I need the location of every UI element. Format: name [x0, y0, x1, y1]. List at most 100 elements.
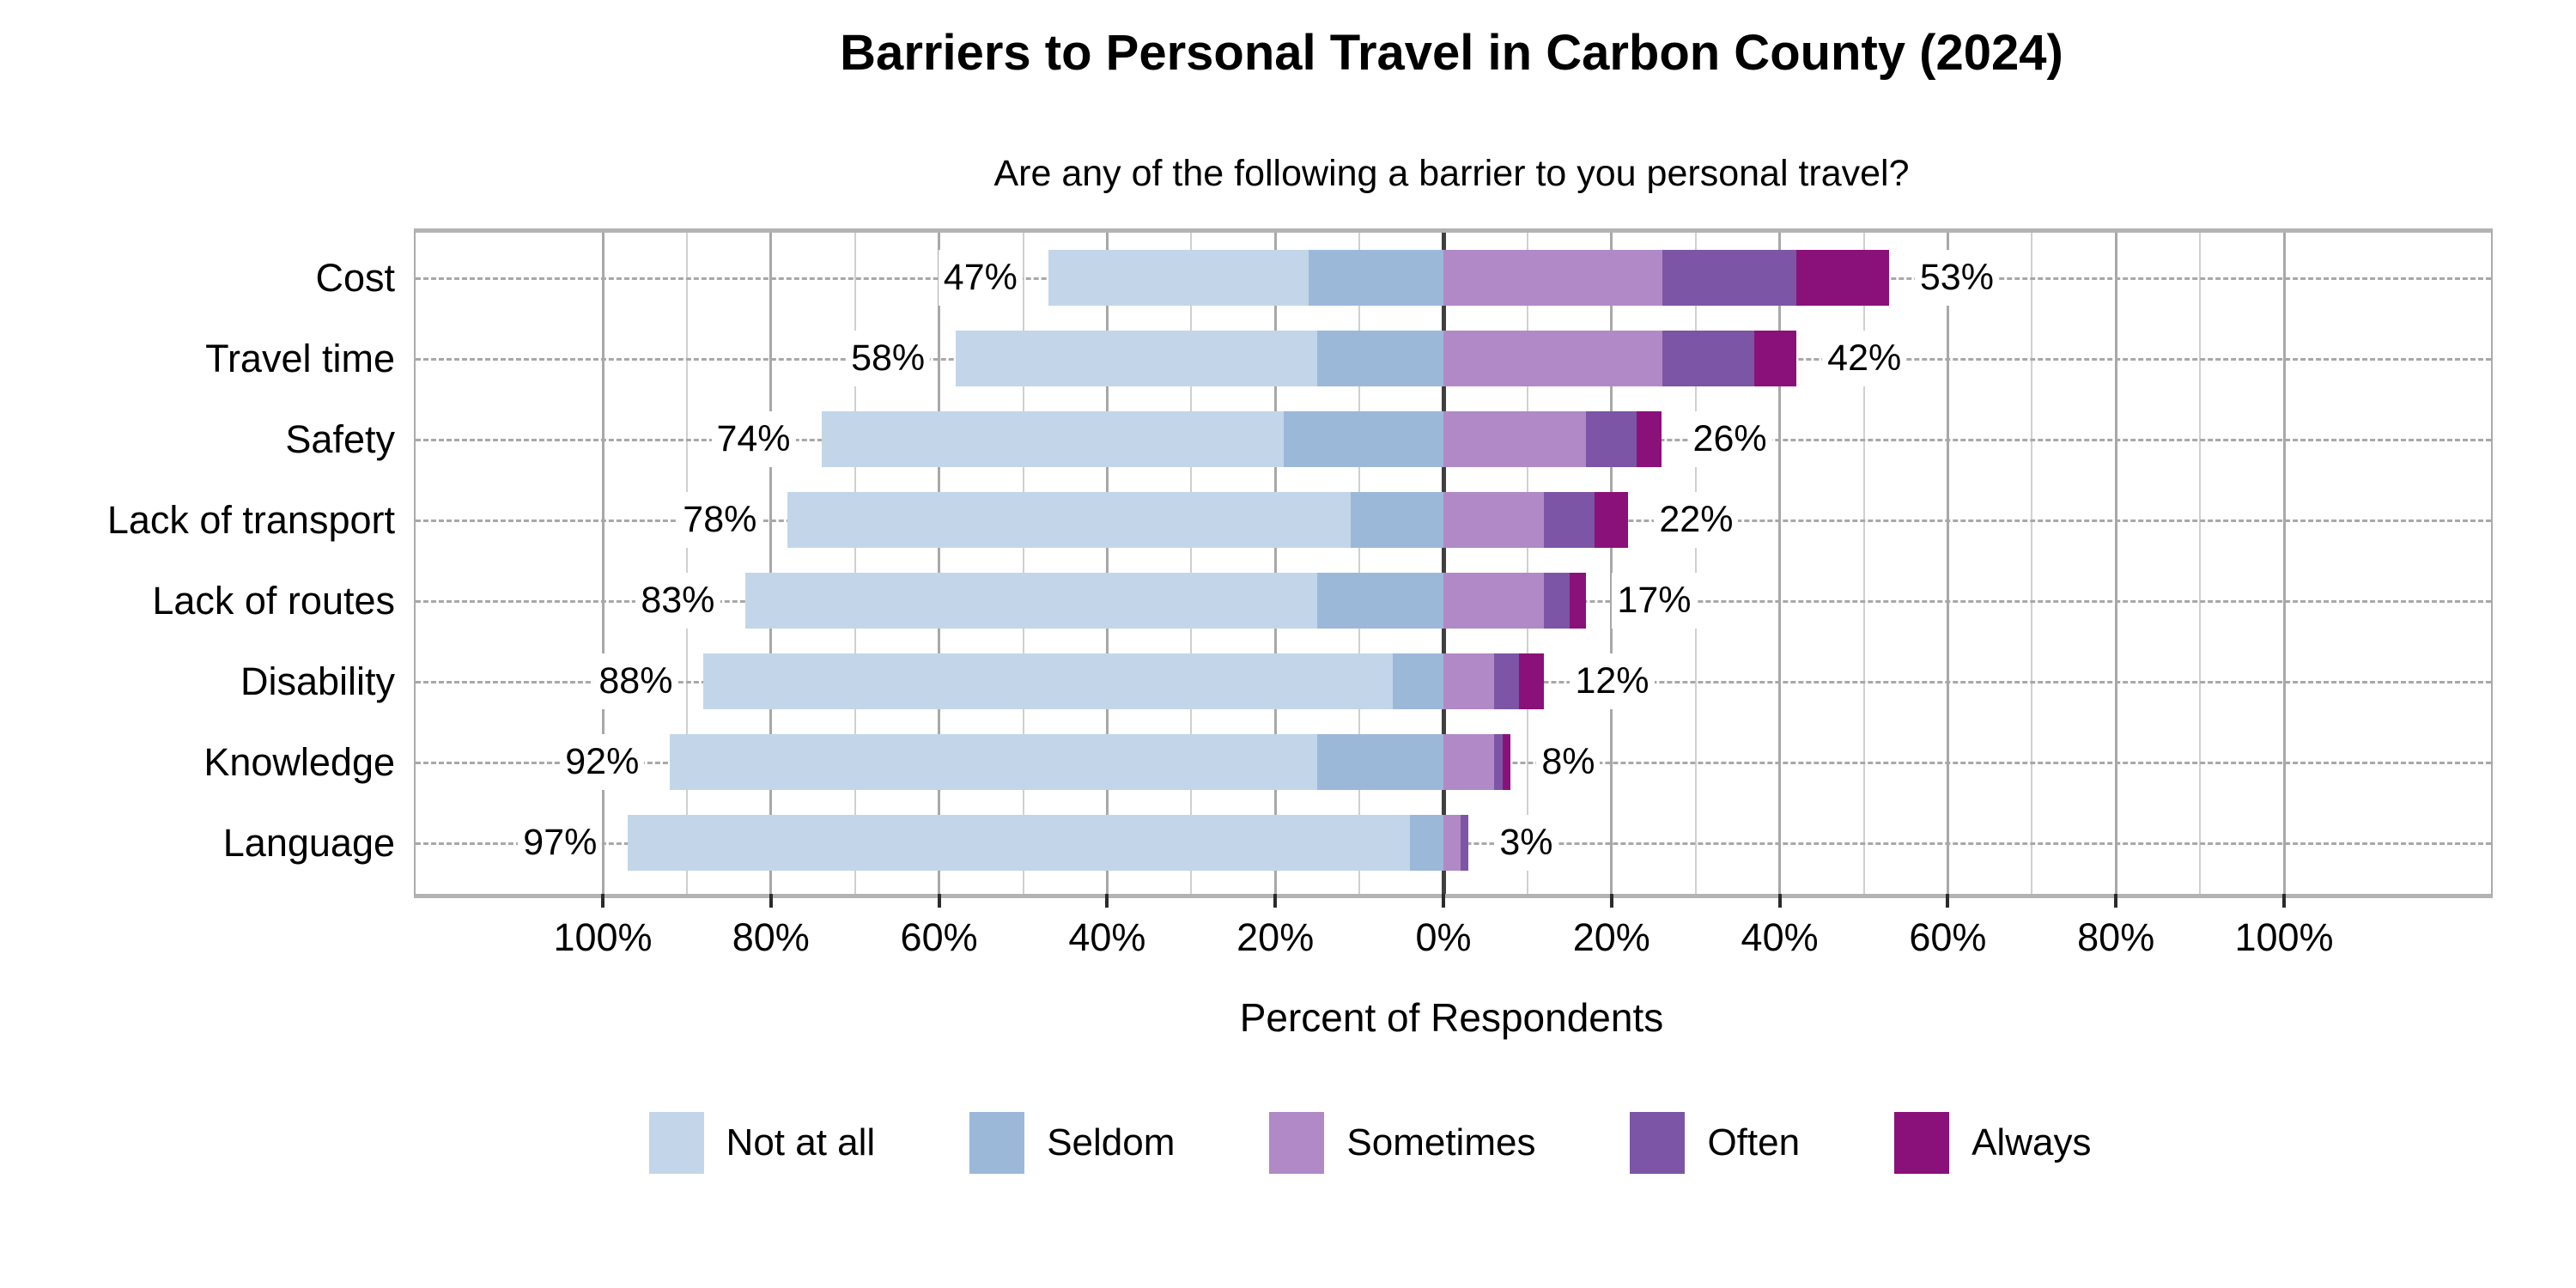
bar-row: 97% 3% [416, 803, 2491, 884]
bar-row: 83% 17% [416, 561, 2491, 641]
gridline [1862, 233, 1865, 894]
x-tick-label: 80% [2077, 915, 2155, 959]
bar-segment-sometimes [1443, 573, 1545, 629]
category-label: Lack of routes [152, 579, 395, 623]
left-total-label: 74% [711, 411, 796, 467]
bar-segment-often [1544, 492, 1595, 548]
bar-segment-not-at-all [670, 734, 1318, 790]
bar-segment-often [1586, 411, 1637, 467]
bar-segment-seldom [1317, 734, 1443, 790]
legend-swatch-often [1630, 1112, 1686, 1174]
bar-segment-often [1662, 331, 1755, 386]
legend-item: Often [1630, 1112, 1800, 1174]
gridline [1526, 233, 1528, 894]
x-tick-mark [601, 894, 605, 908]
gridline [2114, 233, 2117, 894]
legend: Not at all Seldom Sometimes Often Always [332, 1112, 2408, 1174]
legend-swatch-not-at-all [648, 1112, 704, 1174]
legend-label: Seldom [1047, 1121, 1176, 1163]
stacked-bar [1048, 250, 1889, 306]
gridline [1694, 233, 1697, 894]
x-tick-label: 100% [553, 915, 653, 959]
gridline [2031, 233, 2033, 894]
bar-segment-sometimes [1443, 492, 1545, 548]
bar-segment-sometimes [1443, 331, 1662, 386]
bar-segment-seldom [1317, 331, 1443, 386]
legend-item: Sometimes [1269, 1112, 1535, 1174]
gridline [1610, 233, 1613, 894]
bar-row: 88% 12% [416, 641, 2491, 722]
stacked-bar [956, 331, 1797, 386]
category-label: Language [222, 821, 395, 865]
legend-swatch-sometimes [1269, 1112, 1325, 1174]
bar-segment-often [1662, 250, 1797, 306]
bar-segment-sometimes [1443, 411, 1587, 467]
stacked-bar [703, 653, 1545, 709]
bar-segment-always [1637, 411, 1662, 467]
right-total-label: 53% [1914, 250, 1999, 306]
bar-segment-always [1796, 250, 1889, 306]
bar-segment-seldom [1309, 250, 1443, 306]
bar-segment-always [1519, 653, 1545, 709]
gridline [1105, 233, 1109, 894]
legend-label: Always [1971, 1121, 2092, 1163]
bar-segment-often [1493, 653, 1520, 709]
gridline [2199, 233, 2202, 894]
bar-row: 78% 22% [416, 480, 2491, 561]
x-tick-mark [1273, 894, 1278, 908]
bar-segment-not-at-all [628, 815, 1410, 871]
x-tick-label: 20% [1572, 915, 1650, 959]
x-tick-label: 100% [2234, 915, 2334, 959]
gridline [1358, 233, 1361, 894]
legend-label: Sometimes [1346, 1121, 1536, 1163]
legend-item: Always [1894, 1112, 2091, 1174]
x-axis-title: Percent of Respondents [1239, 995, 1664, 1040]
bar-segment-not-at-all [787, 492, 1352, 548]
left-total-label: 97% [518, 815, 603, 871]
category-label: Disability [240, 659, 395, 703]
gridline [1946, 233, 1949, 894]
stacked-bar [670, 734, 1511, 790]
x-tick-mark [769, 894, 773, 908]
bar-segment-sometimes [1443, 250, 1662, 306]
right-total-label: 17% [1612, 573, 1697, 629]
bar-segment-seldom [1393, 653, 1443, 709]
right-total-label: 26% [1687, 411, 1772, 467]
bar-row: 92% 8% [416, 722, 2491, 803]
left-total-label: 92% [560, 734, 645, 790]
bar-segment-seldom [1317, 573, 1443, 629]
right-total-label: 12% [1570, 653, 1655, 709]
left-total-label: 88% [593, 653, 678, 709]
legend-label: Not at all [726, 1121, 876, 1163]
left-total-label: 47% [938, 250, 1023, 306]
bar-segment-not-at-all [703, 653, 1394, 709]
x-tick-label: 60% [1909, 915, 1987, 959]
bar-segment-seldom [1409, 815, 1443, 871]
right-total-label: 8% [1536, 734, 1601, 790]
x-tick-mark [1777, 894, 1782, 908]
x-tick-mark [2282, 894, 2286, 908]
category-label: Travel time [205, 337, 395, 380]
x-tick-mark [2114, 894, 2118, 908]
gridline [685, 233, 688, 894]
legend-item: Not at all [648, 1112, 876, 1174]
bar-segment-not-at-all [821, 411, 1284, 467]
bar-segment-sometimes [1443, 734, 1494, 790]
bar-segment-often [1493, 734, 1503, 790]
gridline [769, 233, 773, 894]
gridline [2282, 233, 2286, 894]
plot-area: 47% 53% 58% 42% 74% 26% 78% 22% 83% 17% 88% 12% 92% 8… [414, 228, 2493, 898]
stacked-bar [628, 815, 1469, 871]
bar-row: 47% 53% [416, 238, 2491, 319]
bar-segment-sometimes [1443, 815, 1461, 871]
x-tick-label: 40% [1741, 915, 1819, 959]
legend-item: Seldom [969, 1112, 1175, 1174]
bar-segment-sometimes [1443, 653, 1494, 709]
legend-swatch-always [1894, 1112, 1950, 1174]
right-total-label: 42% [1822, 331, 1907, 386]
x-tick-mark [937, 894, 941, 908]
x-tick-mark [1609, 894, 1613, 908]
gridline [854, 233, 856, 894]
right-total-label: 3% [1494, 815, 1558, 871]
